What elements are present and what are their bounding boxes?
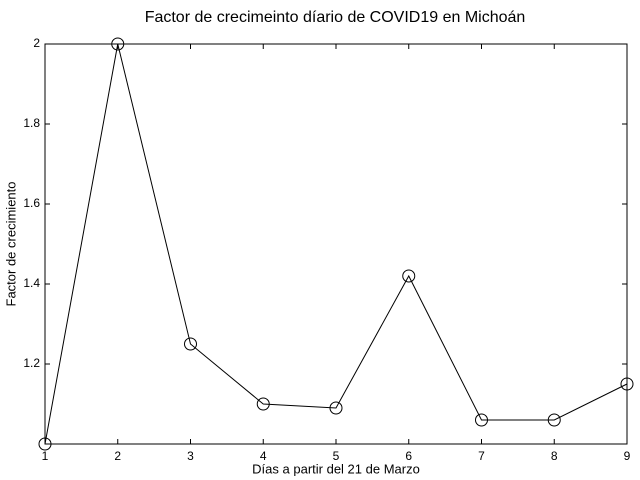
x-tick-label: 2 bbox=[114, 449, 121, 463]
x-tick-label: 5 bbox=[333, 449, 340, 463]
x-tick-label: 8 bbox=[551, 449, 558, 463]
x-tick-label: 9 bbox=[624, 449, 631, 463]
x-tick-label: 3 bbox=[187, 449, 194, 463]
data-point bbox=[620, 377, 634, 391]
chart-title: Factor de crecimeinto díario de COVID19 … bbox=[145, 9, 526, 26]
data-line bbox=[44, 43, 628, 445]
y-axis-label: Factor de crecimiento bbox=[3, 182, 18, 307]
y-tick-label: 1.2 bbox=[23, 356, 40, 370]
x-tick-label: 7 bbox=[478, 449, 485, 463]
data-point bbox=[402, 269, 416, 283]
y-tick-label: 1.8 bbox=[23, 116, 40, 130]
x-axis-label: Días a partir del 21 de Marzo bbox=[252, 461, 420, 476]
data-point bbox=[111, 37, 125, 51]
x-tick-label: 4 bbox=[260, 449, 267, 463]
y-tick-label: 1.6 bbox=[23, 196, 40, 210]
data-point bbox=[38, 437, 52, 451]
data-point bbox=[547, 413, 561, 427]
data-point bbox=[184, 337, 197, 351]
data-point bbox=[475, 413, 488, 427]
x-tick-label: 6 bbox=[405, 449, 412, 463]
data-point bbox=[256, 397, 270, 411]
data-point bbox=[329, 401, 343, 415]
x-tick-label: 1 bbox=[42, 449, 49, 463]
y-tick-label: 2 bbox=[33, 36, 40, 50]
y-tick-label: 1.4 bbox=[23, 276, 40, 290]
